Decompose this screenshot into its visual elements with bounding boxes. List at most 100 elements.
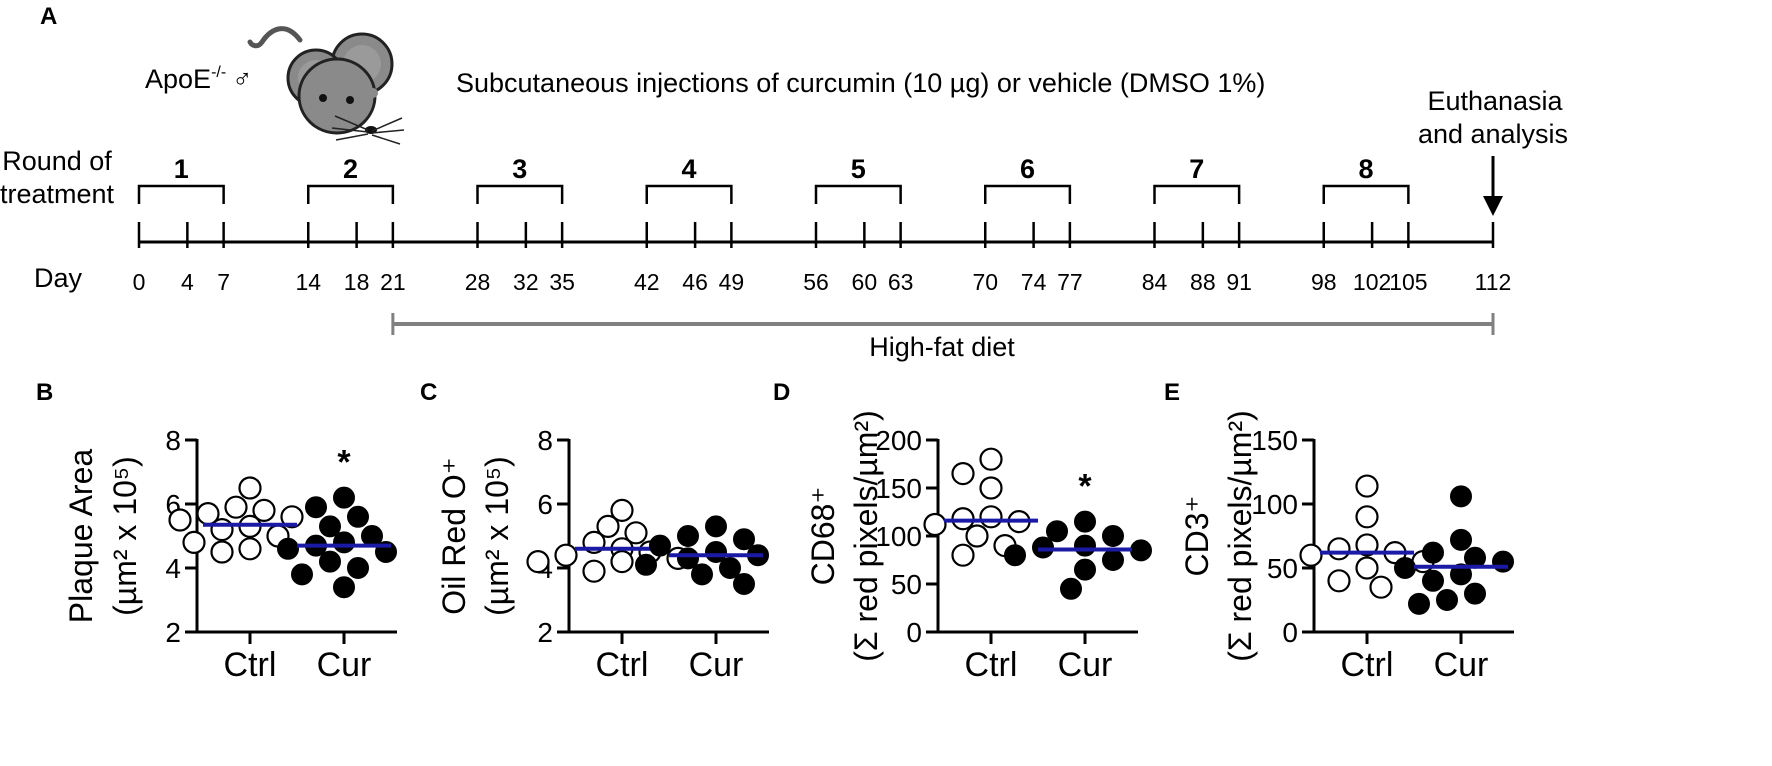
cur-data-point xyxy=(1450,485,1472,508)
ctrl-data-point xyxy=(554,543,578,567)
day-tick-label: 46 xyxy=(682,269,708,295)
x-tick-label: Cur xyxy=(1058,646,1113,684)
round-number: 5 xyxy=(851,154,866,184)
day-tick-label: 4 xyxy=(181,269,194,295)
y-axis-label: Plaque Area xyxy=(63,449,99,624)
day-label: Day xyxy=(34,263,83,293)
round-bracket xyxy=(645,184,733,204)
ctrl-data-point xyxy=(624,521,648,545)
ctrl-data-point xyxy=(252,498,276,522)
day-tick-label: 21 xyxy=(380,269,406,295)
day-tick-label: 105 xyxy=(1389,269,1427,295)
ctrl-data-point xyxy=(1355,505,1379,529)
round-bracket xyxy=(476,184,564,204)
round-number: 7 xyxy=(1189,154,1204,184)
y-axis-label: Oil Red O⁺ xyxy=(436,457,472,614)
ctrl-data-point xyxy=(582,559,606,583)
round-number: 1 xyxy=(174,154,189,184)
ctrl-data-point xyxy=(1327,569,1351,593)
x-tick-label: Cur xyxy=(689,646,744,684)
treatment-rounds: 1 2 3 4 5 6 7 8 xyxy=(137,154,1410,204)
cur-data-point xyxy=(347,557,369,579)
cur-data-point xyxy=(347,505,369,528)
day-tick-label: 32 xyxy=(513,269,539,295)
chart-cd68: D 0 50 100 150 200 Ctrl Cur CD68⁺ (Σ red pixels/µ… xyxy=(773,379,1152,684)
y-tick-label: 50 xyxy=(1267,553,1298,584)
day-tick-label: 35 xyxy=(549,269,575,295)
round-number: 2 xyxy=(343,154,358,184)
cur-data-point xyxy=(649,534,671,557)
euthanasia-line1: Euthanasia xyxy=(1427,86,1563,116)
ctrl-data-point xyxy=(951,543,975,567)
panel-letter: E xyxy=(1164,379,1180,406)
round-bracket xyxy=(307,184,395,204)
ctrl-data-point xyxy=(1355,556,1379,580)
round-number: 8 xyxy=(1359,154,1374,184)
ctrl-data-point xyxy=(1327,537,1351,561)
injection-text: Subcutaneous injections of curcumin (10 … xyxy=(456,68,1265,98)
cur-data-point xyxy=(1492,550,1514,573)
round-bracket xyxy=(814,184,902,204)
ctrl-data-point xyxy=(951,462,975,486)
day-tick-label: 63 xyxy=(888,269,914,295)
panel-letter: C xyxy=(420,379,437,406)
cur-data-point xyxy=(677,525,699,547)
ctrl-data-point xyxy=(596,514,620,539)
cur-data-point xyxy=(635,553,657,576)
ctrl-data-point xyxy=(979,505,1003,529)
high-fat-diet-bar xyxy=(391,313,1495,335)
cur-data-point xyxy=(1422,569,1444,592)
day-tick-label: 102 xyxy=(1353,269,1391,295)
cur-data-point xyxy=(1074,510,1096,533)
significance-star: * xyxy=(1078,468,1092,506)
day-tick-label: 84 xyxy=(1142,269,1168,295)
cur-data-point xyxy=(733,573,755,595)
y-axis-label-units: (µm² x 10⁵) xyxy=(107,456,143,616)
cur-data-point xyxy=(333,486,355,509)
panel-letter: D xyxy=(773,379,790,406)
chart-cd3: E 0 50 100 150 Ctrl Cur CD3⁺ (Σ red pixels/µm²) xyxy=(1164,379,1514,684)
day-tick-label: 18 xyxy=(344,269,370,295)
day-tick-label: 7 xyxy=(217,269,230,295)
round-bracket xyxy=(137,184,225,204)
day-tick-label: 91 xyxy=(1226,269,1252,295)
cur-data-point xyxy=(333,531,355,554)
y-tick-label: 0 xyxy=(906,617,922,648)
strain-label: ApoE-/- ♂ xyxy=(145,64,252,94)
cur-data-point xyxy=(691,563,713,586)
y-tick-label: 8 xyxy=(537,425,553,456)
cur-data-point xyxy=(291,563,313,586)
cur-data-point xyxy=(1450,563,1472,586)
round-number: 6 xyxy=(1020,154,1035,184)
ctrl-data-point xyxy=(280,505,304,529)
cur-data-point xyxy=(1394,557,1416,579)
x-tick-label: Cur xyxy=(1434,646,1489,684)
cur-data-point xyxy=(1102,549,1124,571)
y-axis-label: CD3⁺ xyxy=(1179,496,1215,577)
ctrl-data-point xyxy=(610,549,634,574)
day-tick-label: 14 xyxy=(295,269,321,295)
panel-letter-a: A xyxy=(40,3,57,30)
round-label-line2: treatment xyxy=(0,179,115,209)
cur-data-point xyxy=(1464,582,1486,605)
ctrl-data-point xyxy=(210,517,234,542)
x-tick-label: Ctrl xyxy=(596,646,649,684)
cur-data-point xyxy=(1004,544,1026,567)
cur-data-point xyxy=(1102,525,1124,547)
y-tick-label: 50 xyxy=(891,569,922,600)
day-tick-label: 42 xyxy=(634,269,660,295)
panel-letter: B xyxy=(36,379,53,406)
ctrl-data-point xyxy=(526,549,550,574)
round-bracket xyxy=(1322,184,1410,204)
euthanasia-arrow xyxy=(1483,156,1503,216)
cur-data-point xyxy=(1060,577,1082,600)
y-axis-label-units: (µm² x 10⁵) xyxy=(479,456,515,616)
cur-data-point xyxy=(277,537,299,560)
cur-data-point xyxy=(705,515,727,538)
cur-data-point xyxy=(319,515,341,538)
day-tick-label: 28 xyxy=(465,269,491,295)
round-bracket xyxy=(984,184,1072,204)
ctrl-data-point xyxy=(182,530,206,555)
